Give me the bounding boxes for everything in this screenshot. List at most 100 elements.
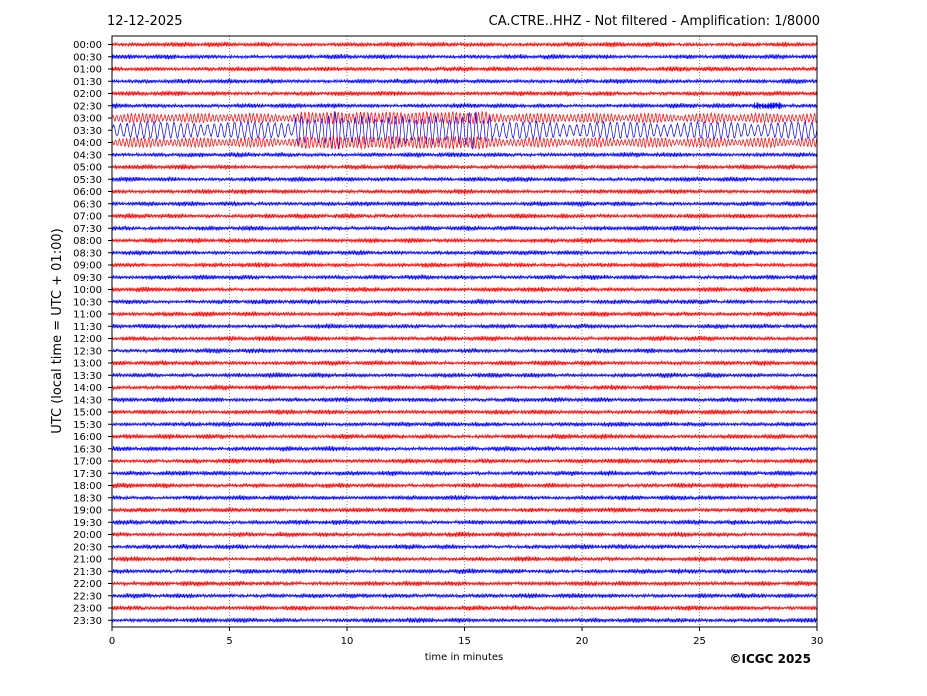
row-label-0700: 07:00 bbox=[73, 212, 102, 223]
trace-2300 bbox=[111, 604, 818, 612]
row-label-1630: 16:30 bbox=[73, 444, 102, 455]
row-label-0630: 06:30 bbox=[73, 199, 102, 210]
row-label-1600: 16:00 bbox=[73, 432, 102, 443]
row-label-1330: 13:30 bbox=[73, 371, 102, 382]
row-label-0400: 04:00 bbox=[73, 138, 102, 149]
row-label-1930: 19:30 bbox=[73, 518, 102, 529]
trace-1830 bbox=[111, 494, 818, 501]
trace-1430 bbox=[111, 396, 818, 404]
x-tick-label-20: 20 bbox=[576, 636, 589, 647]
row-label-1300: 13:00 bbox=[73, 359, 102, 370]
trace-1100 bbox=[111, 310, 818, 318]
trace-0630 bbox=[111, 200, 818, 207]
y-axis-label: UTC (local time = UTC + 01:00) bbox=[50, 228, 65, 433]
trace-1330 bbox=[111, 371, 818, 379]
row-label-0830: 08:30 bbox=[73, 248, 102, 259]
row-label-0800: 08:00 bbox=[73, 236, 102, 247]
row-label-1130: 11:30 bbox=[73, 322, 102, 333]
x-tick-label-25: 25 bbox=[693, 636, 706, 647]
row-label-1100: 11:00 bbox=[73, 310, 102, 321]
row-label-2130: 21:30 bbox=[73, 567, 102, 578]
row-label-1800: 18:00 bbox=[73, 481, 102, 492]
row-label-0030: 00:30 bbox=[73, 52, 102, 63]
trace-0830 bbox=[111, 249, 818, 256]
trace-0030 bbox=[111, 53, 818, 60]
trace-2030 bbox=[111, 543, 818, 551]
row-label-0100: 01:00 bbox=[73, 65, 102, 76]
trace-1200 bbox=[111, 335, 818, 342]
trace-1800 bbox=[111, 482, 818, 489]
row-label-1230: 12:30 bbox=[73, 346, 102, 357]
vertical-grid bbox=[229, 36, 700, 627]
trace-1900 bbox=[111, 506, 818, 514]
row-label-2200: 22:00 bbox=[73, 579, 102, 590]
trace-1600 bbox=[111, 433, 818, 440]
chart-title: CA.CTRE..HHZ - Not filtered - Amplificat… bbox=[489, 14, 820, 29]
trace-1500 bbox=[111, 408, 818, 416]
row-label-0430: 04:30 bbox=[73, 150, 102, 161]
row-label-0230: 02:30 bbox=[73, 101, 102, 112]
row-label-1030: 10:30 bbox=[73, 297, 102, 308]
row-label-1400: 14:00 bbox=[73, 383, 102, 394]
trace-0600 bbox=[111, 188, 818, 195]
trace-2230 bbox=[111, 592, 818, 600]
x-axis-ticks: 0 5 10 15 20 25 30 bbox=[109, 627, 824, 647]
trace-0930 bbox=[111, 273, 818, 281]
trace-0400 bbox=[111, 134, 818, 151]
row-label-0300: 03:00 bbox=[73, 114, 102, 125]
trace-0730 bbox=[111, 224, 818, 232]
trace-0100 bbox=[111, 65, 818, 73]
trace-0330 bbox=[111, 111, 818, 150]
trace-0900 bbox=[111, 261, 818, 269]
x-tick-label-0: 0 bbox=[109, 636, 115, 647]
trace-1630 bbox=[111, 445, 818, 452]
row-label-0500: 05:00 bbox=[73, 163, 102, 174]
x-tick-label-15: 15 bbox=[458, 636, 471, 647]
x-axis-label: time in minutes bbox=[425, 652, 504, 663]
trace-0200 bbox=[111, 90, 818, 97]
trace-1000 bbox=[111, 286, 818, 293]
row-label-1700: 17:00 bbox=[73, 457, 102, 468]
trace-2100 bbox=[111, 555, 818, 563]
trace-2200 bbox=[111, 580, 818, 587]
row-label-2000: 20:00 bbox=[73, 530, 102, 541]
trace-0700 bbox=[111, 212, 818, 220]
row-label-0900: 09:00 bbox=[73, 261, 102, 272]
trace-1030 bbox=[111, 298, 818, 305]
plot-frame bbox=[111, 35, 818, 628]
row-label-1830: 18:30 bbox=[73, 493, 102, 504]
row-label-0730: 07:30 bbox=[73, 224, 102, 235]
trace-1700 bbox=[111, 457, 818, 465]
trace-2000 bbox=[111, 531, 818, 538]
row-label-0930: 09:30 bbox=[73, 273, 102, 284]
row-label-1430: 14:30 bbox=[73, 395, 102, 406]
row-label-2030: 20:30 bbox=[73, 542, 102, 553]
trace-1400 bbox=[111, 384, 818, 391]
trace-0800 bbox=[111, 237, 818, 244]
copyright-label: ©ICGC 2025 bbox=[729, 652, 811, 666]
trace-1130 bbox=[111, 322, 818, 330]
x-tick-label-5: 5 bbox=[226, 636, 232, 647]
seismic-traces bbox=[111, 41, 818, 624]
row-label-1200: 12:00 bbox=[73, 334, 102, 345]
trace-0130 bbox=[111, 77, 818, 85]
row-label-0000: 00:00 bbox=[73, 40, 102, 51]
trace-0230 bbox=[111, 101, 818, 110]
x-tick-label-30: 30 bbox=[811, 636, 824, 647]
row-label-2100: 21:00 bbox=[73, 555, 102, 566]
trace-0430 bbox=[111, 151, 818, 159]
row-label-2230: 22:30 bbox=[73, 591, 102, 602]
trace-1530 bbox=[111, 420, 818, 428]
row-label-0200: 02:00 bbox=[73, 89, 102, 100]
row-label-0130: 01:30 bbox=[73, 77, 102, 88]
trace-0300 bbox=[111, 110, 818, 126]
row-label-1500: 15:00 bbox=[73, 408, 102, 419]
trace-1300 bbox=[111, 359, 818, 367]
row-label-0330: 03:30 bbox=[73, 126, 102, 137]
row-label-1730: 17:30 bbox=[73, 469, 102, 480]
row-label-0600: 06:00 bbox=[73, 187, 102, 198]
row-label-2330: 23:30 bbox=[73, 616, 102, 627]
row-label-1000: 10:00 bbox=[73, 285, 102, 296]
